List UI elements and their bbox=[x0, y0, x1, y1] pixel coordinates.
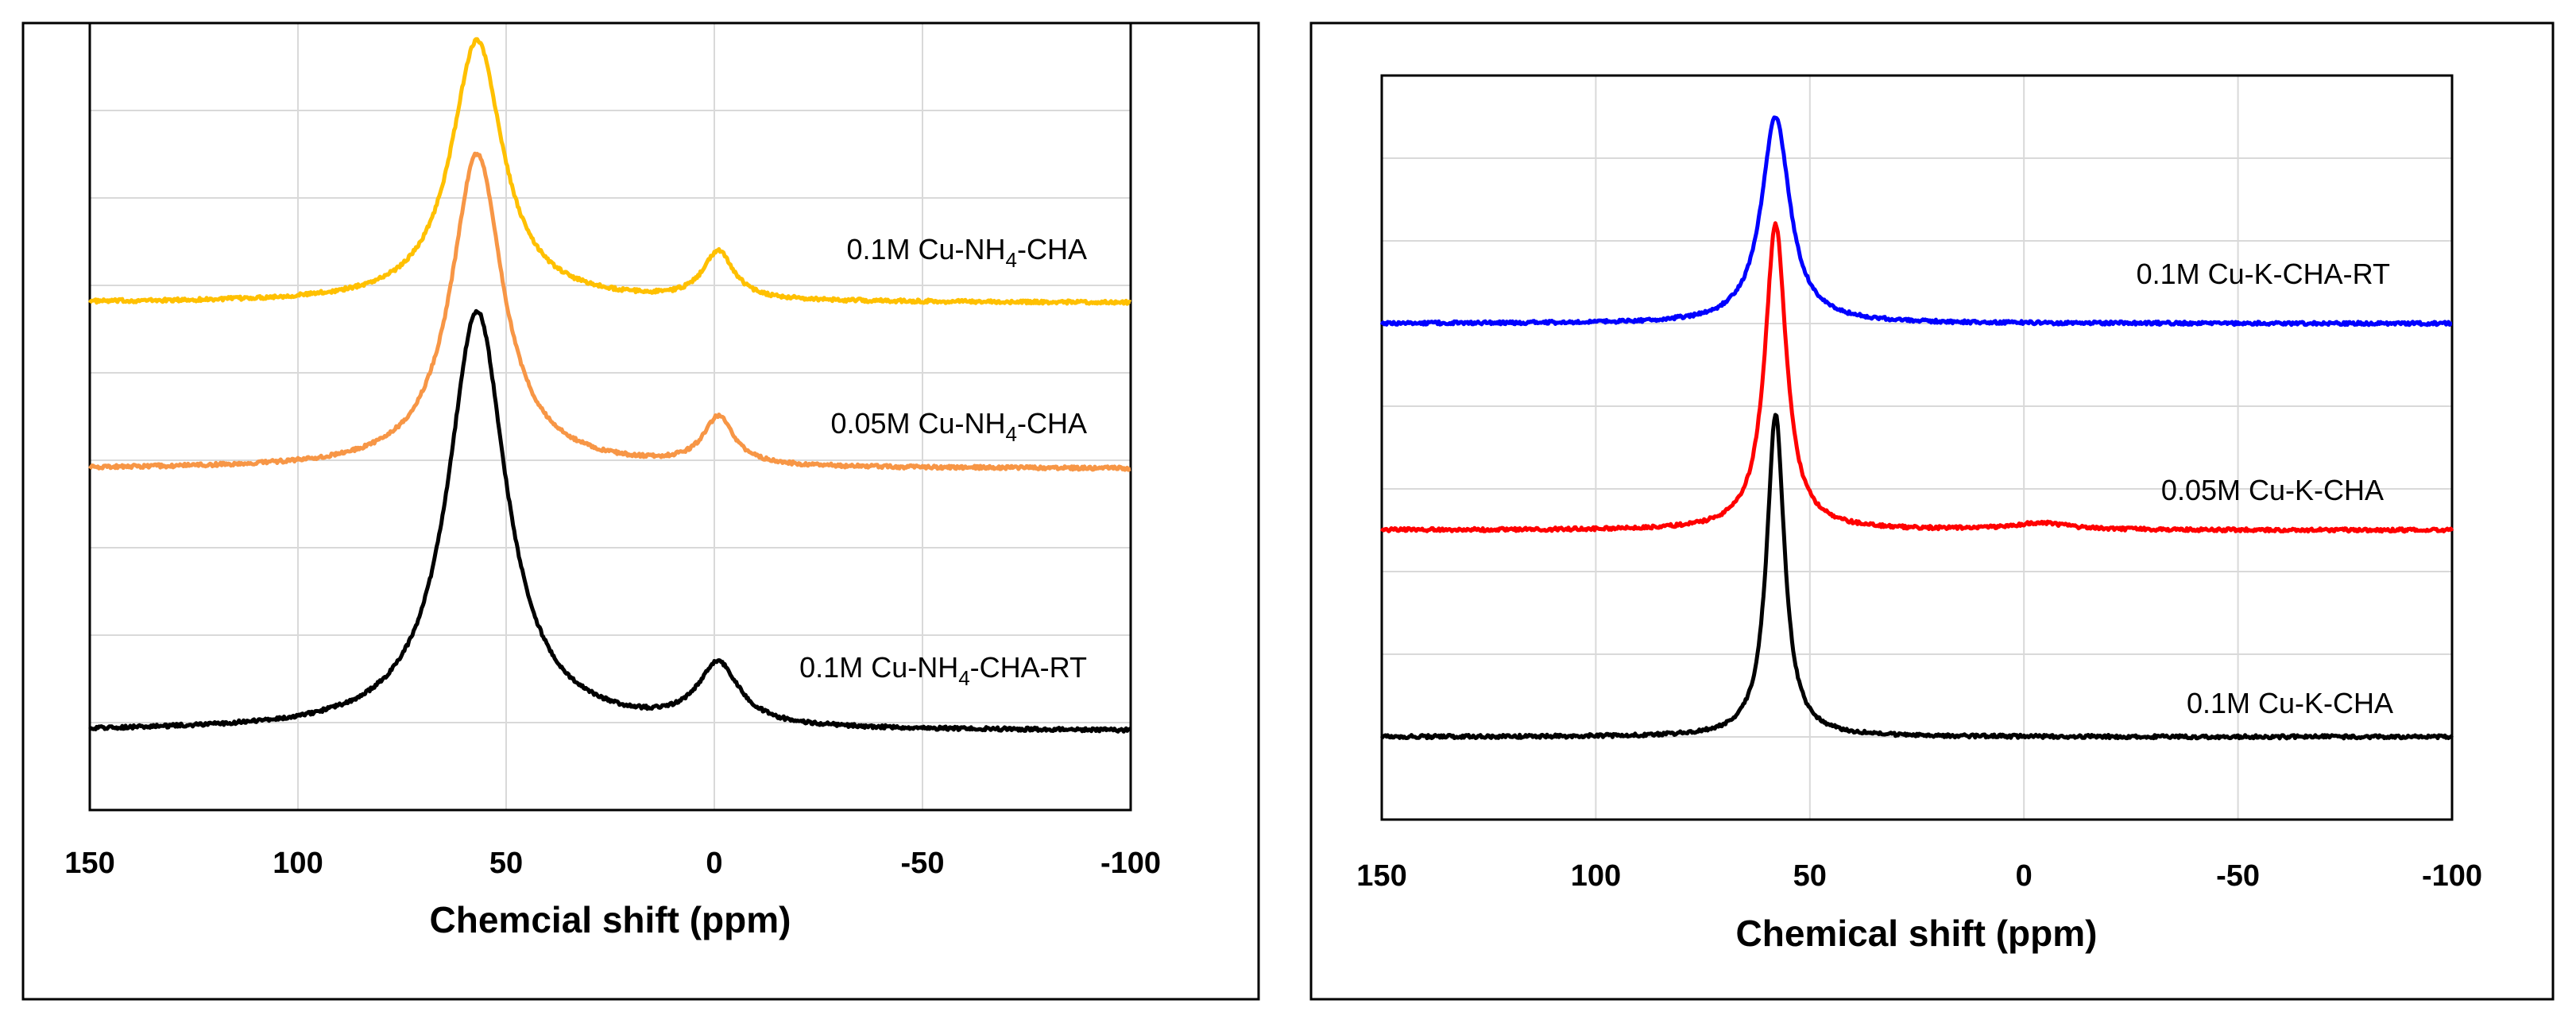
left-x-tick-label: 0 bbox=[706, 847, 722, 880]
left-series-line-1 bbox=[88, 151, 1131, 472]
left-x-tick-label: -50 bbox=[901, 847, 945, 880]
left-series-label-2: 0.1M Cu-NH4-CHA-RT bbox=[799, 651, 1087, 690]
right-x-tick-label: 100 bbox=[1571, 859, 1621, 893]
left-x-ticks: 150 100 50 0 -50 -100 bbox=[64, 847, 1161, 880]
left-series-line-0 bbox=[87, 37, 1132, 306]
right-series-label-2: 0.1M Cu-K-CHA bbox=[2187, 687, 2393, 719]
left-plot-area bbox=[88, 21, 1132, 812]
right-series-lines bbox=[1379, 115, 2454, 741]
right-x-tick-label: 0 bbox=[2016, 859, 2033, 893]
left-panel-frame bbox=[21, 21, 1260, 1001]
right-series-line-1 bbox=[1379, 221, 2454, 534]
right-x-ticks: 150 100 50 0 -50 -100 bbox=[1356, 859, 2482, 893]
left-series-label-1: 0.05M Cu-NH4-CHA bbox=[830, 407, 1087, 446]
right-x-tick-label: 150 bbox=[1356, 859, 1406, 893]
right-x-tick-label: -50 bbox=[2216, 859, 2260, 893]
right-series-label-0: 0.1M Cu-K-CHA-RT bbox=[2137, 258, 2390, 290]
right-series-line-0 bbox=[1379, 115, 2453, 328]
right-x-tick-label: -100 bbox=[2422, 859, 2482, 893]
right-x-tick-label: 50 bbox=[1793, 859, 1827, 893]
right-series-labels: 0.1M Cu-K-CHA-RT 0.05M Cu-K-CHA 0.1M Cu-K-… bbox=[2137, 258, 2393, 719]
left-x-tick-label: -100 bbox=[1100, 847, 1161, 880]
right-plot-area bbox=[1380, 74, 2454, 821]
right-x-axis-title: Chemical shift (ppm) bbox=[1736, 913, 2098, 954]
left-x-tick-label: 100 bbox=[273, 847, 323, 880]
left-series-line-2 bbox=[88, 308, 1132, 734]
left-x-tick-label: 50 bbox=[489, 847, 523, 880]
left-chart-panel: 150 100 50 0 -50 -100 0.1M Cu-NH4-CHA 0.05M Cu… bbox=[21, 21, 1260, 1001]
left-x-tick-label: 150 bbox=[64, 847, 114, 880]
right-series-line-2 bbox=[1379, 413, 2454, 741]
right-chart-panel: 150 100 50 0 -50 -100 0.1M Cu-K-CHA-RT 0.05M C… bbox=[1309, 21, 2555, 1001]
left-series-lines bbox=[87, 37, 1132, 734]
right-panel-frame bbox=[1309, 21, 2555, 1001]
left-x-axis-title: Chemcial shift (ppm) bbox=[430, 899, 791, 940]
left-series-labels: 0.1M Cu-NH4-CHA 0.05M Cu-NH4-CHA 0.1M Cu-N… bbox=[799, 233, 1087, 690]
right-series-label-1: 0.05M Cu-K-CHA bbox=[2161, 474, 2384, 506]
left-series-label-0: 0.1M Cu-NH4-CHA bbox=[846, 233, 1087, 272]
